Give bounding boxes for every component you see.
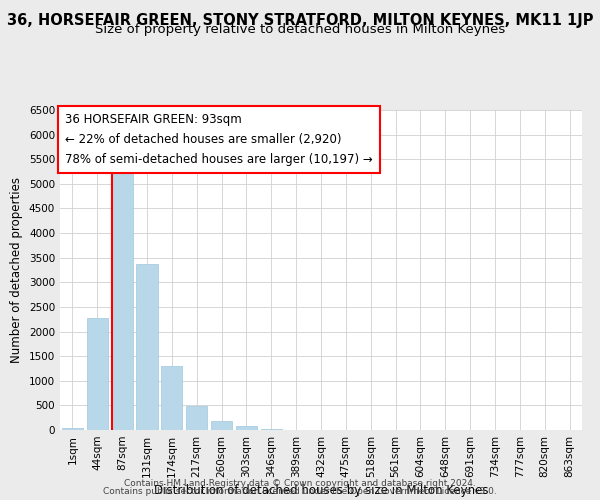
Bar [236,426,257,430]
Text: 36 HORSEFAIR GREEN: 93sqm
← 22% of detached houses are smaller (2,920)
78% of se: 36 HORSEFAIR GREEN: 93sqm ← 22% of detac… [65,113,373,166]
Y-axis label: Number of detached properties: Number of detached properties [10,177,23,363]
X-axis label: Distribution of detached houses by size in Milton Keynes: Distribution of detached houses by size … [154,484,488,497]
Bar [87,318,108,430]
Bar [186,406,207,430]
Bar [211,421,232,430]
Bar [112,162,133,430]
Bar [161,366,182,430]
Text: 36, HORSEFAIR GREEN, STONY STRATFORD, MILTON KEYNES, MK11 1JP: 36, HORSEFAIR GREEN, STONY STRATFORD, MI… [7,12,593,28]
Bar [62,428,83,430]
Text: Contains HM Land Registry data © Crown copyright and database right 2024.: Contains HM Land Registry data © Crown c… [124,478,476,488]
Bar [136,264,158,430]
Bar [261,428,282,430]
Text: Size of property relative to detached houses in Milton Keynes: Size of property relative to detached ho… [95,22,505,36]
Text: Contains public sector information licensed under the Open Government Licence v3: Contains public sector information licen… [103,487,497,496]
